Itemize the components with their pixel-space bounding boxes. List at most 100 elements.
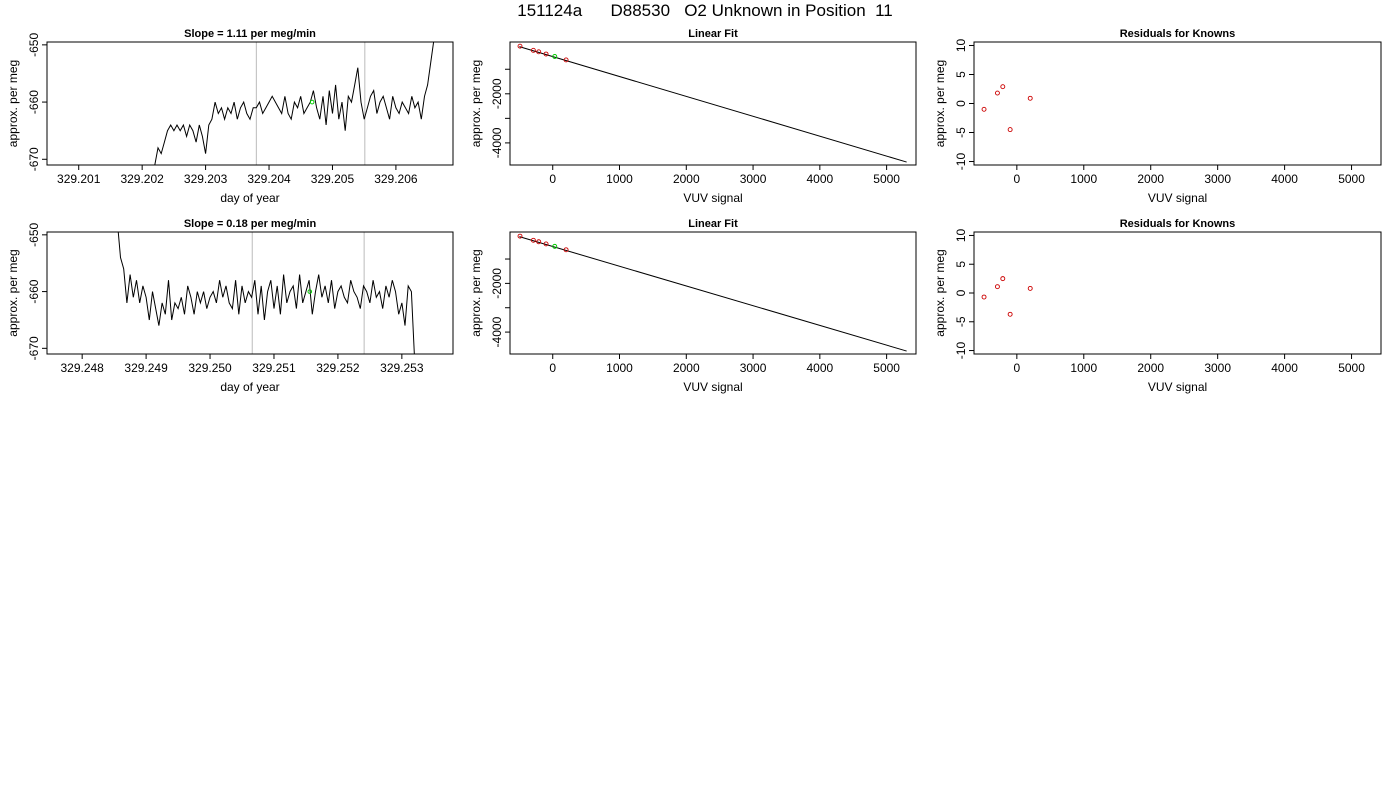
known-point [994, 90, 1000, 96]
x-tick-label: 329.201 [57, 172, 101, 186]
x-tick-label: 0 [549, 361, 556, 375]
series-line [117, 232, 415, 354]
y-tick-label: -4000 [490, 127, 504, 158]
x-tick-label: 329.204 [247, 172, 291, 186]
y-tick-label: 10 [954, 38, 968, 52]
known-point [517, 233, 523, 239]
plot-area [517, 43, 907, 163]
x-tick-label: 2000 [673, 172, 700, 186]
y-axis-label: approx. per meg [469, 60, 483, 147]
x-tick-label: 3000 [1204, 172, 1231, 186]
x-tick-label: 5000 [1338, 361, 1365, 375]
x-tick-label: 5000 [873, 361, 900, 375]
known-point [517, 43, 523, 49]
known-point [543, 241, 549, 247]
unknown-marker [309, 99, 315, 105]
x-tick-label: 4000 [806, 172, 833, 186]
chart-r2-linfit: Linear Fit 0 1000 2000 3000 4000 5000 VUV signa… [469, 218, 917, 394]
y-tick-label: -660 [27, 279, 41, 303]
chart-title: Linear Fit [688, 218, 738, 230]
x-tick-label: 329.206 [374, 172, 418, 186]
plot-area [517, 233, 907, 352]
x-tick-label: 3000 [740, 172, 767, 186]
y-tick-label: -670 [27, 336, 41, 360]
x-tick-label: 2000 [1137, 172, 1164, 186]
chart-r2-timeseries: Slope = 0.18 per meg/min 329.248 329.249 32… [6, 218, 454, 394]
y-axis-label: approx. per meg [469, 249, 483, 336]
y-tick-label: -5 [954, 127, 968, 138]
known-point [530, 237, 536, 243]
unknown-point [552, 53, 558, 59]
y-tick-label: -10 [954, 342, 968, 360]
series-line [154, 42, 435, 165]
fit-line [519, 236, 907, 352]
known-point [1007, 127, 1013, 133]
known-point [543, 51, 549, 57]
y-tick-label: -660 [27, 90, 41, 114]
plot-frame [973, 231, 1382, 355]
plot-frame [509, 41, 917, 166]
y-tick-label: -650 [27, 223, 41, 247]
y-axis-label: approx. per meg [933, 60, 947, 147]
chart-r2-resid: Residuals for Knowns 0 1000 2000 3000 4000 500… [933, 218, 1382, 394]
known-point [536, 49, 542, 55]
known-point [1027, 285, 1033, 291]
known-point [530, 47, 536, 53]
y-tick-label: -5 [954, 316, 968, 327]
x-tick-label: 3000 [1204, 361, 1231, 375]
x-tick-label: 4000 [1271, 361, 1298, 375]
x-axis-label: VUV signal [683, 380, 742, 394]
y-tick-label: 10 [954, 228, 968, 242]
x-tick-label: 329.253 [380, 361, 424, 375]
plot-area [154, 42, 435, 165]
x-tick-label: 3000 [740, 361, 767, 375]
known-point [536, 239, 542, 245]
x-tick-label: 1000 [606, 172, 633, 186]
known-point [1007, 311, 1013, 317]
x-tick-label: 329.202 [120, 172, 164, 186]
x-axis-label: VUV signal [1148, 191, 1207, 205]
chart-r1-resid: Residuals for Knowns 0 1000 2000 3000 4000 500… [933, 28, 1382, 205]
y-tick-label: -650 [27, 33, 41, 57]
known-point [994, 284, 1000, 290]
chart-title: Residuals for Knowns [1120, 218, 1236, 230]
unknown-point [552, 243, 558, 249]
x-axis-label: day of year [220, 191, 279, 205]
chart-title: Slope = 0.18 per meg/min [184, 218, 317, 230]
plot-frame [973, 41, 1382, 166]
chart-title: Linear Fit [688, 28, 738, 40]
x-tick-label: 0 [549, 172, 556, 186]
known-point [1000, 84, 1006, 90]
x-tick-label: 2000 [1137, 361, 1164, 375]
plot-area [981, 276, 1033, 317]
known-point [563, 57, 569, 63]
known-point [981, 106, 987, 112]
chart-title: Residuals for Knowns [1120, 28, 1236, 40]
y-tick-label: -2000 [490, 268, 504, 299]
fit-line [519, 46, 907, 163]
x-tick-label: 4000 [806, 361, 833, 375]
plot-frame [46, 231, 454, 355]
page-title: 151124a D88530 O2 Unknown in Position 11 [517, 1, 893, 20]
y-tick-label: 0 [954, 100, 968, 107]
known-point [1000, 276, 1006, 282]
y-axis-label: approx. per meg [6, 60, 20, 147]
y-tick-label: 0 [954, 289, 968, 296]
plot-frame [46, 41, 454, 166]
chart-r1-linfit: Linear Fit 0 1000 2000 3000 4000 5000 VUV signa… [469, 28, 917, 205]
x-tick-label: 0 [1013, 361, 1020, 375]
chart-title: Slope = 1.11 per meg/min [184, 28, 316, 40]
x-tick-label: 329.252 [316, 361, 360, 375]
x-tick-label: 1000 [606, 361, 633, 375]
plot-area [981, 84, 1033, 133]
x-tick-label: 1000 [1070, 361, 1097, 375]
x-tick-label: 329.203 [184, 172, 228, 186]
x-tick-label: 4000 [1271, 172, 1298, 186]
x-tick-label: 329.250 [188, 361, 232, 375]
unknown-marker [307, 289, 313, 294]
x-tick-label: 329.205 [311, 172, 355, 186]
plot-frame [509, 231, 917, 355]
known-point [1027, 95, 1033, 101]
x-tick-label: 329.251 [252, 361, 296, 375]
